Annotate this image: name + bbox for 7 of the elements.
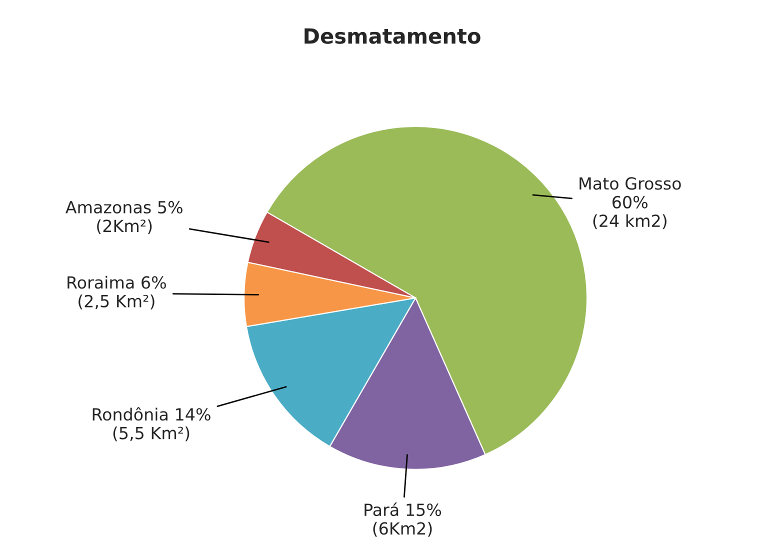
slice-label: Roraima 6% (2,5 Km²) xyxy=(68,276,166,310)
slice-label: Mato Grosso xyxy=(580,177,681,190)
chart-title: Desmatamento xyxy=(304,28,480,44)
slice-label: Rondônia 14% (5,5 Km²) xyxy=(92,407,210,442)
slice-label: Pará 15% (6Km2) xyxy=(364,502,442,537)
slice-label: Amazonas 5% (2Km²) xyxy=(66,200,182,234)
data-label: 60% (24 km2) xyxy=(593,196,666,230)
